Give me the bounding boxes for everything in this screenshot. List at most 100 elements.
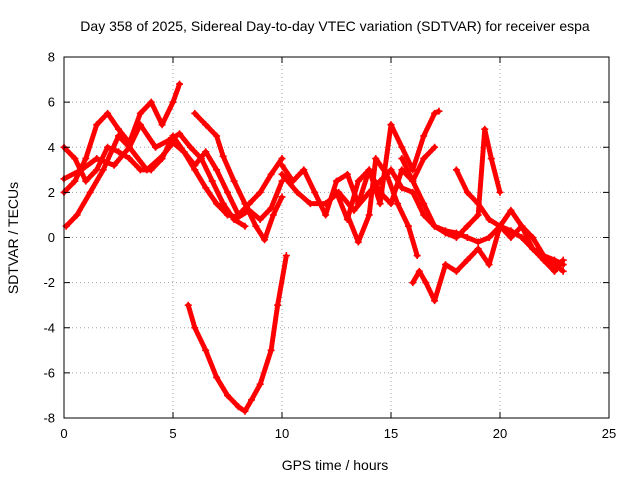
dense-point-trace bbox=[488, 156, 503, 195]
dense-point-trace bbox=[405, 223, 420, 259]
x-tick-label: 5 bbox=[169, 426, 176, 441]
dense-point-trace bbox=[246, 189, 263, 207]
data-point bbox=[559, 256, 567, 264]
data-point bbox=[282, 252, 290, 260]
dense-point-trace bbox=[377, 122, 394, 207]
x-tick-label: 15 bbox=[384, 426, 398, 441]
y-tick-label: 0 bbox=[48, 230, 55, 245]
dense-point-trace bbox=[159, 140, 176, 159]
dense-point-trace bbox=[181, 149, 198, 173]
dense-point-trace bbox=[203, 347, 220, 380]
dense-point-trace bbox=[225, 189, 241, 218]
dense-point-trace bbox=[83, 167, 100, 184]
dense-point-trace bbox=[355, 167, 372, 207]
dense-point-trace bbox=[486, 223, 503, 268]
dense-point-trace bbox=[185, 302, 198, 331]
dense-point-trace bbox=[137, 122, 159, 150]
dense-point-trace bbox=[257, 171, 274, 195]
dense-point-trace bbox=[552, 262, 566, 274]
dense-point-trace bbox=[508, 207, 525, 229]
dense-point-trace bbox=[270, 194, 285, 218]
dense-point-trace bbox=[410, 133, 427, 173]
y-tick-label: 6 bbox=[48, 95, 55, 110]
dense-point-trace bbox=[464, 212, 481, 229]
dense-point-trace bbox=[209, 178, 226, 207]
dense-point-trace bbox=[177, 131, 193, 150]
y-tick-label: 8 bbox=[48, 50, 55, 65]
dense-point-trace bbox=[159, 99, 176, 128]
dense-point-trace bbox=[214, 201, 230, 218]
dense-point-trace bbox=[105, 110, 121, 132]
dense-point-trace bbox=[344, 171, 361, 207]
y-tick-label: -8 bbox=[43, 411, 55, 426]
dense-point-trace bbox=[275, 253, 289, 308]
y-tick-label: -4 bbox=[43, 320, 55, 335]
dense-point-trace bbox=[61, 144, 78, 162]
dense-point-trace bbox=[453, 257, 470, 274]
dense-point-trace bbox=[225, 392, 241, 410]
y-tick-label: -6 bbox=[43, 365, 55, 380]
dense-point-trace bbox=[421, 201, 438, 229]
dense-point-trace bbox=[214, 133, 226, 159]
dense-point-trace bbox=[268, 178, 285, 211]
dense-point-trace bbox=[63, 212, 80, 229]
dense-point-trace bbox=[257, 347, 274, 387]
x-tick-label: 25 bbox=[602, 426, 616, 441]
dense-point-trace bbox=[94, 110, 111, 128]
dense-point-trace bbox=[410, 178, 427, 207]
dense-point-trace bbox=[453, 223, 470, 240]
dense-point-trace bbox=[268, 302, 281, 353]
dense-point-trace bbox=[355, 212, 372, 245]
series-track-11 bbox=[398, 125, 504, 241]
dense-point-trace bbox=[475, 201, 492, 222]
x-tick-label: 0 bbox=[60, 426, 67, 441]
dense-point-trace bbox=[421, 110, 438, 139]
dense-point-trace bbox=[453, 167, 470, 195]
dense-point-trace bbox=[214, 167, 230, 195]
dense-point-trace bbox=[203, 149, 220, 173]
dense-point-trace bbox=[497, 207, 514, 229]
dense-point-trace bbox=[61, 167, 84, 182]
dense-point-trace bbox=[126, 122, 143, 150]
y-tick-label: 4 bbox=[48, 140, 55, 155]
dense-point-trace bbox=[170, 81, 183, 105]
dense-point-trace bbox=[231, 216, 248, 229]
series-track-2 bbox=[60, 80, 184, 196]
data-points bbox=[60, 80, 567, 415]
dense-point-trace bbox=[344, 178, 361, 222]
dense-point-trace bbox=[388, 167, 405, 191]
dense-point-trace bbox=[83, 122, 100, 162]
dense-point-trace bbox=[61, 178, 78, 195]
dense-point-trace bbox=[482, 126, 494, 162]
series-track-10 bbox=[343, 155, 421, 260]
series-track-4 bbox=[60, 139, 286, 223]
data-point bbox=[496, 188, 504, 196]
dense-point-trace bbox=[78, 156, 100, 173]
dense-point-trace bbox=[203, 122, 220, 139]
dense-point-trace bbox=[220, 153, 237, 184]
data-point bbox=[241, 222, 249, 230]
data-point bbox=[278, 177, 286, 185]
dense-point-trace bbox=[530, 246, 547, 263]
series-track-6 bbox=[184, 252, 290, 415]
y-tick-label: 2 bbox=[48, 185, 55, 200]
dense-point-trace bbox=[144, 153, 165, 173]
dense-point-trace bbox=[198, 156, 215, 184]
dense-point-trace bbox=[388, 122, 405, 150]
series-track-12 bbox=[409, 222, 567, 305]
dense-point-trace bbox=[344, 212, 361, 245]
dense-point-trace bbox=[203, 185, 220, 207]
dense-point-trace bbox=[148, 99, 165, 128]
y-axis-label: SDTVAR / TECUs bbox=[5, 182, 21, 294]
dense-point-trace bbox=[351, 189, 372, 213]
dense-point-trace bbox=[399, 144, 416, 173]
dense-point-trace bbox=[421, 144, 438, 162]
data-point bbox=[278, 155, 286, 163]
dense-point-trace bbox=[126, 156, 143, 173]
dense-point-trace bbox=[111, 144, 132, 168]
dense-point-trace bbox=[384, 171, 401, 207]
data-point bbox=[278, 193, 286, 201]
dense-point-trace bbox=[432, 262, 448, 304]
series-track-8 bbox=[278, 166, 567, 269]
